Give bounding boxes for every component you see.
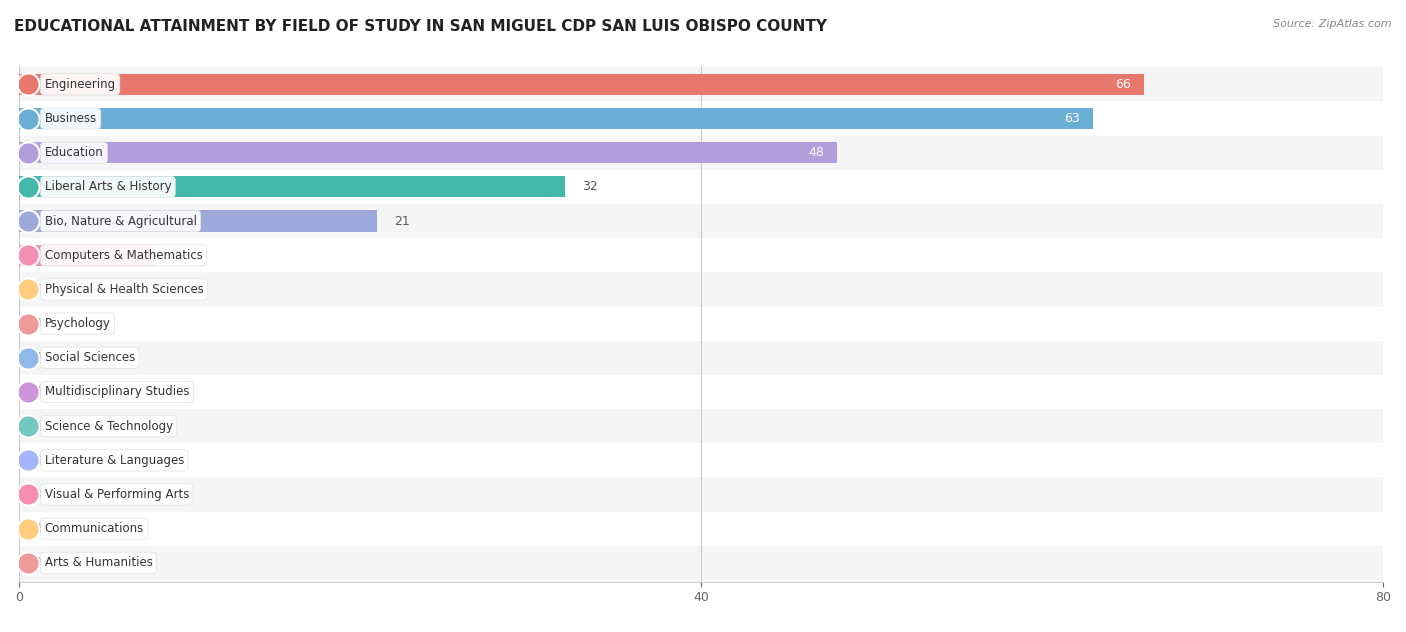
Bar (20, 67, 1384, 102)
Bar (20, 341, 1384, 375)
Text: Multidisciplinary Studies: Multidisciplinary Studies (45, 386, 188, 398)
Text: Physical & Health Sciences: Physical & Health Sciences (45, 283, 204, 296)
Text: 32: 32 (582, 180, 598, 193)
Bar (20, 375, 1384, 409)
Text: 0: 0 (32, 283, 41, 296)
Text: Social Sciences: Social Sciences (45, 351, 135, 364)
Text: Source: ZipAtlas.com: Source: ZipAtlas.com (1274, 19, 1392, 29)
Text: Business: Business (45, 112, 97, 125)
Text: 0: 0 (32, 317, 41, 330)
Bar (20, 108, 1092, 129)
Bar (20, 238, 1384, 272)
Text: Psychology: Psychology (45, 317, 111, 330)
Text: Bio, Nature & Agricultural: Bio, Nature & Agricultural (45, 215, 197, 228)
Text: Engineering: Engineering (45, 78, 115, 91)
Text: EDUCATIONAL ATTAINMENT BY FIELD OF STUDY IN SAN MIGUEL CDP SAN LUIS OBISPO COUNT: EDUCATIONAL ATTAINMENT BY FIELD OF STUDY… (14, 19, 827, 34)
Text: 63: 63 (1064, 112, 1080, 125)
Bar (20, 307, 1384, 341)
Bar (20, 511, 1384, 546)
Text: 0: 0 (32, 488, 41, 501)
Bar (20, 245, 156, 266)
Bar (20, 142, 838, 163)
Bar (20, 170, 1384, 204)
Bar (20, 136, 1384, 170)
Text: Education: Education (45, 146, 103, 159)
Bar (20, 546, 1384, 580)
Text: 0: 0 (32, 522, 41, 535)
Bar (20, 204, 1384, 238)
Text: Computers & Mathematics: Computers & Mathematics (45, 249, 202, 262)
Bar (20, 74, 1144, 95)
Bar (20, 176, 565, 197)
Text: Visual & Performing Arts: Visual & Performing Arts (45, 488, 188, 501)
Text: 0: 0 (32, 351, 41, 364)
Text: 0: 0 (32, 454, 41, 467)
Bar (20, 477, 1384, 511)
Bar (20, 210, 377, 232)
Text: Science & Technology: Science & Technology (45, 420, 173, 433)
Text: Arts & Humanities: Arts & Humanities (45, 556, 152, 569)
Text: 21: 21 (394, 215, 411, 228)
Text: 0: 0 (32, 556, 41, 569)
Text: 0: 0 (32, 386, 41, 398)
Text: 48: 48 (808, 146, 824, 159)
Bar (20, 409, 1384, 443)
Bar (20, 272, 1384, 307)
Bar (20, 443, 1384, 477)
Text: Liberal Arts & History: Liberal Arts & History (45, 180, 172, 193)
Text: Communications: Communications (45, 522, 143, 535)
Bar (20, 102, 1384, 136)
Text: Literature & Languages: Literature & Languages (45, 454, 184, 467)
Text: 0: 0 (32, 420, 41, 433)
Text: 66: 66 (1115, 78, 1130, 91)
Text: 8: 8 (173, 249, 180, 262)
